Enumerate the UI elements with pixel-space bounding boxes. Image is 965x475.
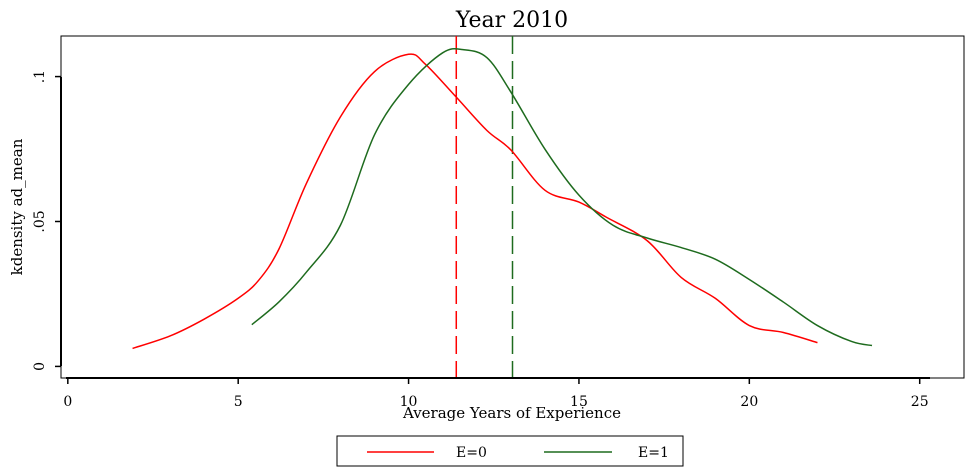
y-ticks: 0 .05 .1 bbox=[32, 70, 61, 371]
legend: E=0 E=1 bbox=[336, 435, 684, 467]
legend-box bbox=[336, 435, 684, 467]
y-tick-label: .05 bbox=[32, 210, 48, 232]
x-ticks: 0 5 10 15 20 25 bbox=[63, 378, 929, 410]
x-tick-label: 0 bbox=[63, 394, 72, 410]
series-line-e0 bbox=[132, 53, 818, 350]
x-axis-title: Average Years of Experience bbox=[402, 404, 621, 422]
x-tick-label: 20 bbox=[740, 394, 758, 410]
x-tick-label: 5 bbox=[234, 394, 243, 410]
chart-title: Year 2010 bbox=[455, 8, 568, 33]
x-tick-label: 10 bbox=[400, 394, 418, 410]
x-tick-label: 15 bbox=[570, 394, 588, 410]
y-tick-label: 0 bbox=[32, 362, 48, 371]
reference-lines bbox=[455, 36, 514, 378]
y-tick-label: .1 bbox=[32, 70, 48, 83]
series-layer bbox=[132, 47, 873, 350]
x-tick-label: 25 bbox=[911, 394, 929, 410]
legend-label-e0: E=0 bbox=[456, 445, 487, 461]
series-line-e1 bbox=[251, 47, 873, 347]
legend-label-e1: E=1 bbox=[638, 445, 669, 461]
y-axis-title: kdensity ad_mean bbox=[8, 138, 26, 275]
